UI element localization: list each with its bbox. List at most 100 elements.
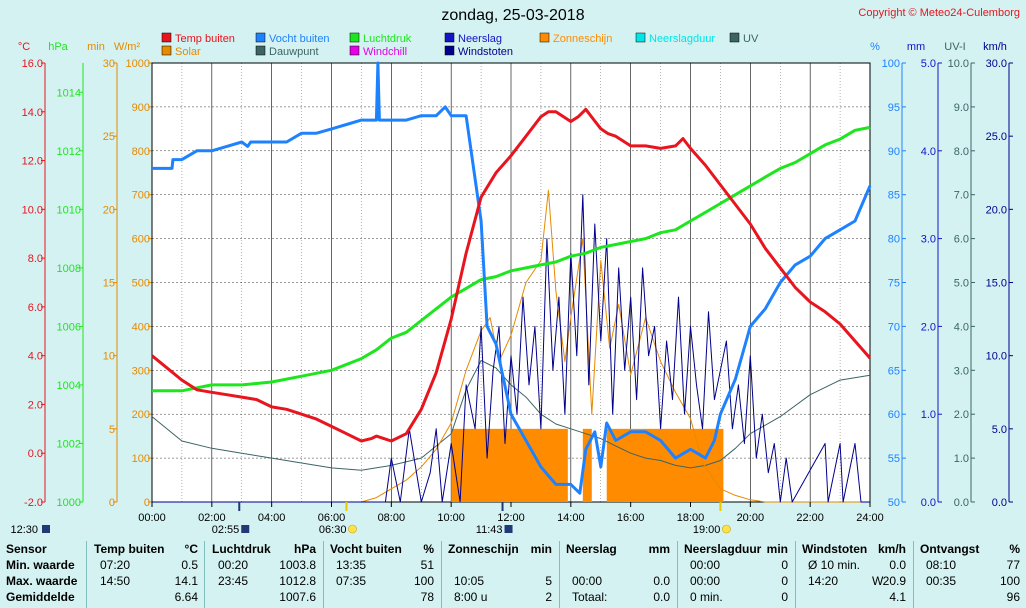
stat-value: 6.64 [174, 590, 198, 604]
stat-value: 2 [545, 590, 552, 604]
stat-value-row [448, 557, 556, 573]
axis-tick-label-pct: 65 [888, 365, 900, 377]
x-tick-label: 18:00 [677, 512, 705, 524]
axis-tick-label-mm: 4.0 [921, 146, 936, 158]
stat-time: Ø 10 min. [808, 558, 861, 572]
stat-header: Neerslag [566, 542, 617, 556]
separator [559, 541, 560, 608]
stat-value: 0.5 [181, 558, 198, 572]
stat-time: 00:35 [926, 574, 957, 588]
sun-icon [722, 524, 731, 534]
axis-tick-label-hpa: 1012 [57, 146, 81, 158]
stat-value: 0.0 [653, 574, 670, 588]
axis-tick-label-min: 25 [103, 131, 115, 143]
grid [151, 62, 871, 503]
legend-label: Temp buiten [175, 33, 235, 45]
x-tick-label: 10:00 [437, 512, 465, 524]
stat-row-label: Min. waarde [6, 558, 75, 572]
stat-time: Totaal: [572, 590, 608, 604]
stat-header-row: Vocht buiten% [330, 541, 438, 557]
axis-tick-label-wm2: 500 [132, 278, 150, 290]
axis-tick-label-pct: 60 [888, 409, 900, 421]
axis-tick-label-uv: 5.0 [954, 278, 969, 290]
stat-header: Neerslagduur [684, 542, 762, 556]
axis-tick-label-uv: 0.0 [954, 497, 969, 509]
axis-tick-label-pct: 90 [888, 146, 900, 158]
axis-tick-label-pct: 55 [888, 453, 900, 465]
stat-value: 0 [781, 590, 788, 604]
moon-icon [42, 525, 50, 533]
axis-unit-mm: mm [907, 41, 925, 53]
separator [86, 541, 87, 608]
axis-tick-label-temp: 8.0 [28, 253, 43, 265]
stat-value: 0 [781, 558, 788, 572]
stat-value-row: 6.64 [94, 589, 202, 605]
stat-value-row: 00:00 0 [684, 573, 792, 589]
axis-tick-label-temp: 10.0 [22, 204, 43, 216]
axis-tick-label-wm2: 400 [132, 321, 150, 333]
stat-value: 5 [545, 574, 552, 588]
separator [441, 541, 442, 608]
stat-header-row: Luchtdruk hPa [212, 541, 320, 557]
axis-tick-label-pct: 75 [888, 278, 900, 290]
x-tick-label: 08:00 [378, 512, 406, 524]
stats-col-neerslagduur: Neerslagduur min 00:00 0 00:00 0 0 min. 0 [684, 541, 792, 608]
moon-icon [241, 525, 250, 533]
legend-swatch [444, 45, 455, 56]
stat-header-row: Neerslag mm [566, 541, 674, 557]
axis-tick-label-kmh: 0.0 [992, 497, 1007, 509]
series-temp-buiten [151, 107, 872, 443]
x-tick-label: 14:00 [557, 512, 585, 524]
axis-tick-label-pct: 70 [888, 321, 900, 333]
chart-title: zondag, 25-03-2018 [441, 7, 584, 24]
legend-label: Neerslag [458, 33, 502, 45]
legend-swatch [349, 32, 360, 43]
axis-tick-label-min: 20 [103, 204, 115, 216]
axis-tick-label-kmh: 15.0 [986, 278, 1007, 290]
time-marker-label: 11:43 [476, 524, 503, 536]
x-tick-label: 24:00 [856, 512, 884, 524]
x-tick-label: 20:00 [737, 512, 765, 524]
stat-value: 1003.8 [279, 558, 316, 572]
stat-header: Luchtdruk [212, 542, 271, 556]
axis-unit-hpa: hPa [48, 41, 68, 53]
stat-header-row: Temp buiten °C [94, 541, 202, 557]
stat-unit: % [1009, 542, 1020, 556]
stat-header: Temp buiten [94, 542, 165, 556]
stat-value-row: Totaal: 0.0 [566, 589, 674, 605]
stat-time: 00:00 [690, 574, 721, 588]
time-marker-label: 06:30 [319, 524, 347, 536]
axis-tick-label-mm: 1.0 [921, 409, 936, 421]
axis-unit-min: min [87, 41, 105, 53]
stat-time: 00:00 [690, 558, 721, 572]
axis-tick-label-temp: 6.0 [28, 302, 43, 314]
axis-tick-label-hpa: 1000 [57, 497, 81, 509]
stat-header: Windstoten [802, 542, 868, 556]
series-dauwpunt [151, 360, 871, 471]
stat-value-row: 4.1 [802, 589, 910, 605]
stat-value-row: 1007.6 [212, 589, 320, 605]
axis-tick-label-kmh: 30.0 [986, 58, 1007, 70]
stat-value-row: 07:20 0.5 [94, 557, 202, 573]
stat-time: 23:45 [218, 574, 249, 588]
stat-value-row: 8:00 u 2 [448, 589, 556, 605]
stat-header-row: Zonneschijn min [448, 541, 556, 557]
stat-time: 10:05 [454, 574, 485, 588]
stats-col-neerslag: Neerslag mm 00:00 0.0 Totaal: 0.0 [566, 541, 674, 608]
axis-tick-label-min: 5 [109, 424, 115, 436]
stats-col-sensor: Sensor Min. waarde Max. waarde Gemiddeld… [6, 541, 86, 608]
stat-value-row: 10:05 5 [448, 573, 556, 589]
weather-chart: zondag, 25-03-2018 Copyright © Meteo24-C… [10, 7, 1020, 536]
x-tick-label: 16:00 [617, 512, 645, 524]
stat-time: 00:20 [218, 558, 249, 572]
axis-tick-label-hpa: 1010 [57, 204, 81, 216]
moon-icon [504, 525, 513, 533]
legend-swatch [255, 45, 266, 56]
separator [795, 541, 796, 608]
stats-col-windstoten: Windstoten km/h Ø 10 min. 0.0 14:20 W 20.9 4.1 [802, 541, 910, 608]
legend-swatch [349, 45, 360, 56]
stat-time: 14:20 [808, 574, 839, 588]
x-axis: 00:00 02:00 04:00 06:00 08:00 10:00 12:00 14:00… [138, 502, 884, 524]
axis-tick-label-wm2: 200 [132, 409, 150, 421]
